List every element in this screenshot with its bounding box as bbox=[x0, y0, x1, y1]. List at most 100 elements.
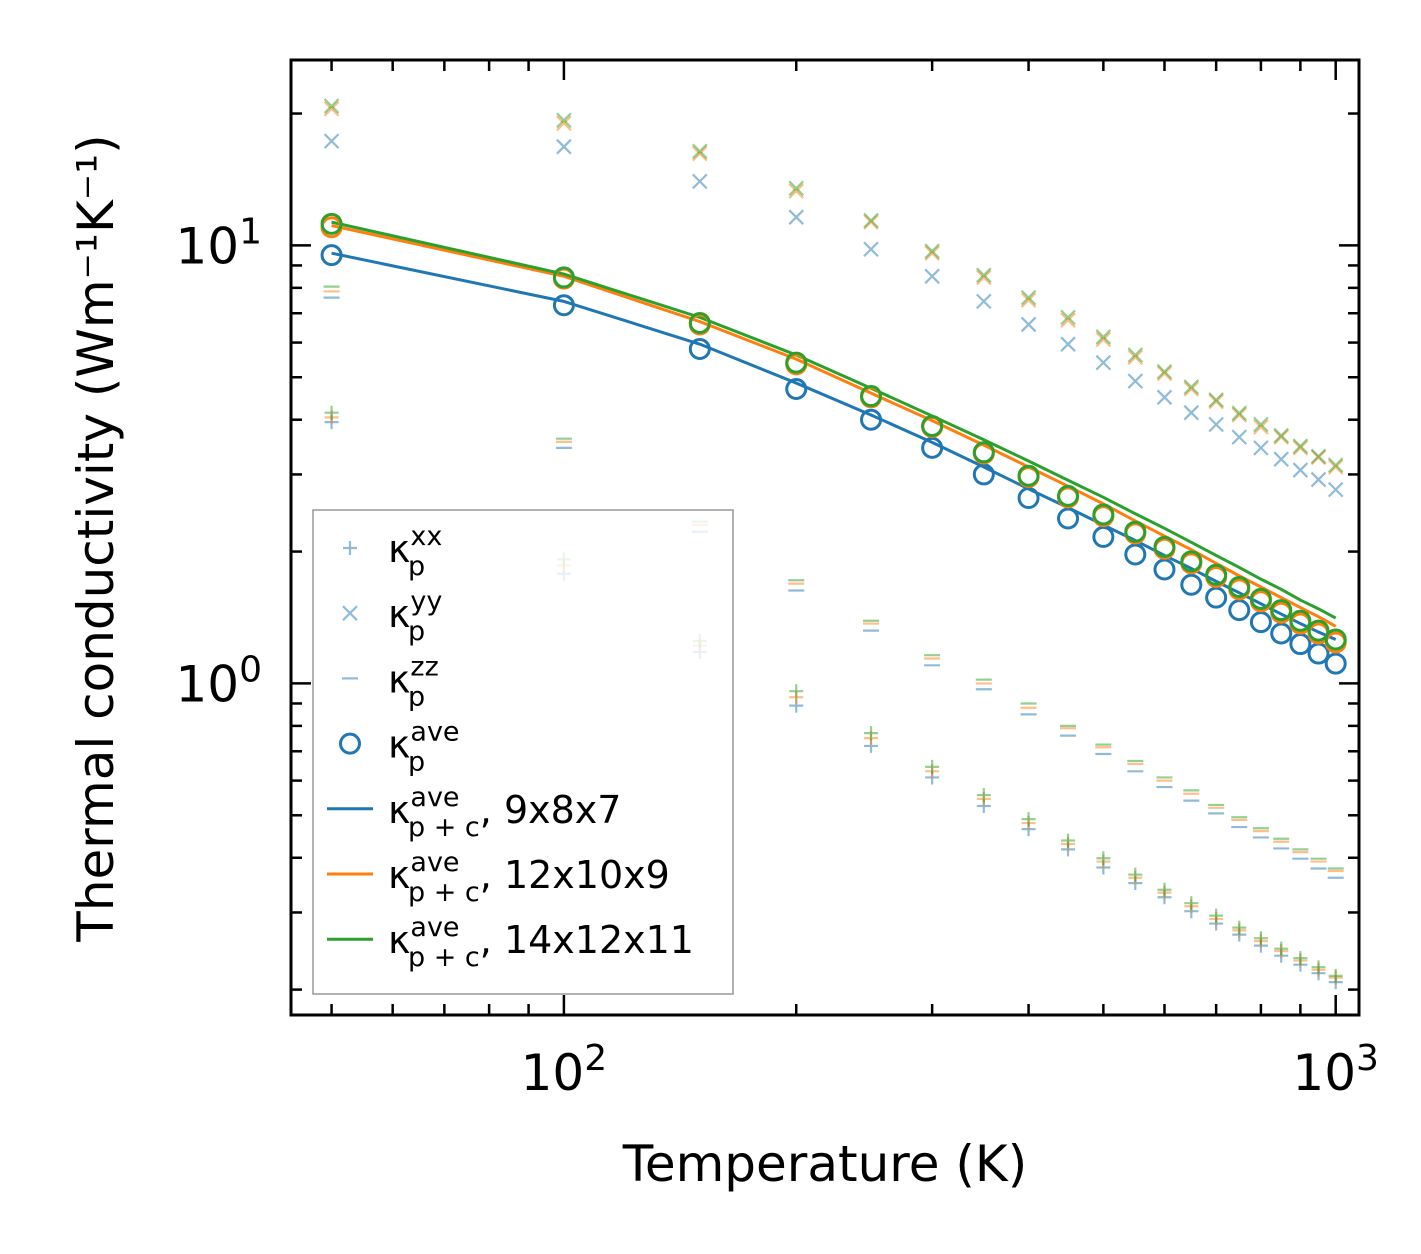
data-point bbox=[1292, 462, 1309, 478]
data-point bbox=[1020, 289, 1037, 306]
data-point bbox=[1060, 312, 1076, 328]
series-scatter-7 bbox=[323, 290, 1344, 873]
data-point bbox=[1127, 373, 1144, 389]
legend-entry: κave p bbox=[339, 717, 460, 778]
data-point bbox=[1231, 429, 1248, 445]
series-line-1 bbox=[331, 224, 1337, 628]
legend-entry: κave p + c, 12x10x9 bbox=[327, 847, 670, 908]
legend-entry: κave p + c, 9x8x7 bbox=[327, 782, 621, 843]
data-point bbox=[972, 441, 995, 464]
data-point bbox=[1327, 481, 1344, 498]
data-point bbox=[921, 414, 944, 437]
data-point bbox=[1095, 354, 1112, 371]
data-point bbox=[1205, 586, 1228, 609]
data-point bbox=[1328, 968, 1343, 983]
x-tick-label: 102 bbox=[521, 1038, 608, 1102]
data-point bbox=[1095, 331, 1112, 348]
data-point bbox=[788, 209, 805, 225]
series-scatter-3 bbox=[323, 133, 1344, 498]
data-point bbox=[1289, 633, 1312, 656]
series-scatter-5 bbox=[323, 98, 1344, 473]
data-point bbox=[788, 180, 805, 197]
data-point bbox=[864, 726, 879, 741]
data-point bbox=[692, 173, 708, 190]
data-point bbox=[1095, 329, 1112, 345]
y-tick-label: 100 bbox=[175, 649, 262, 713]
series-scatter-2 bbox=[324, 405, 1343, 983]
data-point bbox=[1183, 379, 1200, 395]
data-point bbox=[323, 98, 340, 114]
data-point bbox=[1128, 867, 1143, 882]
data-point bbox=[1232, 920, 1247, 935]
data-point bbox=[1307, 619, 1330, 642]
legend-label: κzz p bbox=[388, 651, 439, 712]
data-point bbox=[1180, 550, 1203, 573]
data-point bbox=[1208, 392, 1224, 408]
data-point bbox=[688, 338, 711, 361]
data-point bbox=[1017, 464, 1040, 487]
data-point bbox=[1061, 833, 1076, 848]
data-point bbox=[1153, 558, 1176, 581]
data-point bbox=[785, 351, 808, 374]
data-point bbox=[1183, 381, 1200, 397]
data-point bbox=[1205, 563, 1228, 586]
data-point bbox=[860, 408, 883, 431]
data-point bbox=[552, 266, 575, 289]
series-line-0 bbox=[331, 251, 1337, 641]
x-axis-label: Temperature (K) bbox=[622, 1135, 1027, 1193]
legend-marker-swatch bbox=[343, 541, 357, 555]
plot-frame bbox=[289, 58, 1361, 1017]
data-point bbox=[860, 385, 883, 408]
data-point bbox=[863, 214, 879, 230]
data-point bbox=[863, 212, 879, 229]
data-point bbox=[1156, 363, 1173, 380]
legend-label: κyy p bbox=[388, 586, 442, 647]
data-point bbox=[1180, 573, 1203, 596]
data-point bbox=[1153, 535, 1176, 558]
legend-label: κave p bbox=[388, 717, 460, 778]
y-axis-label: Thermal conductivity (Wm⁻¹K⁻¹) bbox=[67, 134, 125, 942]
data-point bbox=[1273, 451, 1289, 467]
data-point bbox=[1183, 404, 1200, 421]
data-point bbox=[976, 788, 991, 803]
data-point bbox=[1208, 393, 1224, 410]
data-point bbox=[320, 244, 343, 267]
data-point bbox=[972, 463, 995, 486]
legend-label: κave p + c, 12x10x9 bbox=[388, 847, 670, 908]
data-point bbox=[1293, 951, 1308, 966]
data-point bbox=[323, 133, 340, 149]
data-point bbox=[1310, 448, 1327, 465]
data-point bbox=[1156, 365, 1173, 382]
data-point bbox=[1273, 427, 1289, 444]
data-point bbox=[1274, 941, 1289, 956]
data-point bbox=[1249, 611, 1272, 634]
data-point bbox=[863, 241, 879, 258]
line-series-path bbox=[331, 251, 1337, 641]
data-series bbox=[320, 98, 1347, 990]
legend-entry: κyy p bbox=[342, 586, 442, 647]
data-point bbox=[688, 312, 711, 335]
line-series-path bbox=[331, 220, 1337, 620]
major-ticks bbox=[291, 60, 1359, 1015]
x-tick-label: 103 bbox=[1292, 1038, 1379, 1102]
data-point bbox=[1253, 416, 1269, 433]
data-point bbox=[324, 405, 339, 420]
series-scatter-6 bbox=[323, 296, 1344, 879]
data-point bbox=[1127, 349, 1144, 366]
data-point bbox=[1228, 599, 1251, 622]
data-point bbox=[692, 143, 708, 160]
legend-label: κave p + c, 9x8x7 bbox=[388, 782, 621, 843]
data-point bbox=[1057, 507, 1080, 530]
data-point bbox=[1324, 652, 1347, 675]
legend-marker-swatch bbox=[339, 732, 361, 755]
data-point bbox=[785, 378, 808, 401]
series-scatter-4 bbox=[323, 101, 1344, 475]
data-point bbox=[1327, 457, 1344, 473]
data-point bbox=[788, 183, 805, 199]
data-point bbox=[924, 243, 940, 259]
data-point bbox=[1156, 389, 1173, 406]
data-point bbox=[1292, 438, 1309, 454]
data-point bbox=[1184, 896, 1199, 911]
line-series-path bbox=[331, 224, 1337, 628]
data-point bbox=[925, 759, 940, 774]
